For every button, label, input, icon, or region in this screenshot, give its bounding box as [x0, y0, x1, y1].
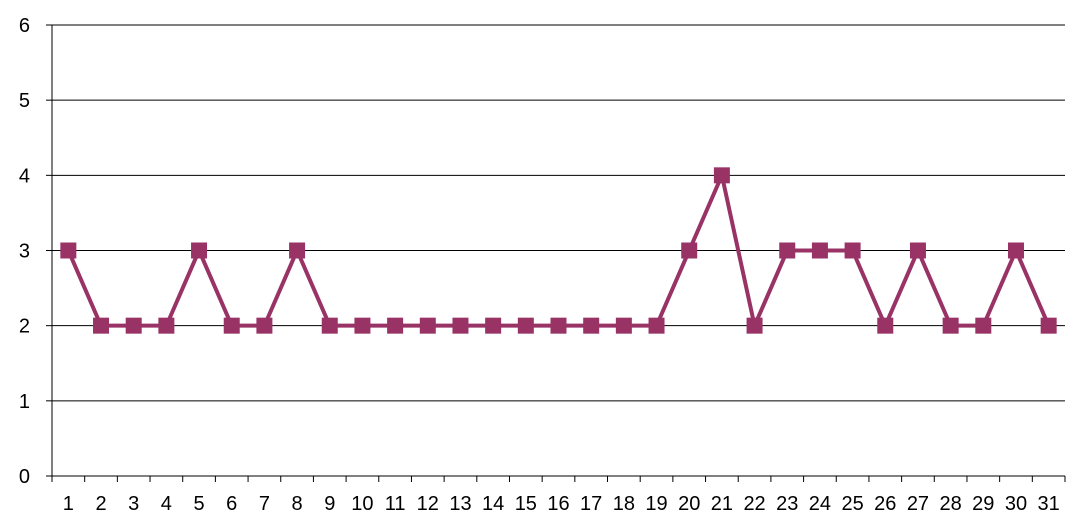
data-point-7 — [256, 317, 273, 334]
data-point-15 — [517, 317, 534, 334]
x-tick-label-22: 22 — [743, 493, 765, 515]
x-tick-labels: 1 2 3 4 5 6 7 8 9 10 11 12 13 14 15 16 17 18 19 20 21 22 23 24 2… — [63, 493, 1060, 515]
data-point-4 — [158, 317, 175, 334]
data-point-31 — [1040, 317, 1057, 334]
x-tick-label-27: 27 — [907, 493, 929, 515]
data-point-3 — [125, 317, 142, 334]
data-point-10 — [354, 317, 371, 334]
x-tick-label-12: 12 — [417, 493, 439, 515]
x-tick-label-24: 24 — [809, 493, 831, 515]
data-point-18 — [615, 317, 632, 334]
data-point-13 — [452, 317, 469, 334]
data-point-26 — [877, 317, 894, 334]
data-point-9 — [321, 317, 338, 334]
x-tick-label-8: 8 — [292, 493, 303, 515]
y-tick-labels: 0 1 2 3 4 5 6 — [19, 15, 30, 488]
gridlines — [52, 24, 1065, 402]
data-point-12 — [419, 317, 436, 334]
y-tick-label-5: 5 — [19, 90, 30, 112]
x-tick-label-7: 7 — [259, 493, 270, 515]
data-point-20 — [681, 242, 698, 259]
x-tick-label-30: 30 — [1005, 493, 1027, 515]
data-point-23 — [779, 242, 796, 259]
x-tick-label-10: 10 — [351, 493, 373, 515]
data-point-1 — [60, 242, 77, 259]
x-tick-label-16: 16 — [547, 493, 569, 515]
data-point-14 — [485, 317, 502, 334]
data-point-5 — [191, 242, 208, 259]
y-tick-label-2: 2 — [19, 316, 30, 338]
axes — [46, 24, 1066, 482]
data-point-25 — [844, 242, 861, 259]
data-point-28 — [942, 317, 959, 334]
x-tick-label-17: 17 — [580, 493, 602, 515]
x-tick-label-11: 11 — [385, 493, 406, 515]
x-tick-label-1: 1 — [63, 493, 74, 515]
x-tick-label-31: 31 — [1038, 493, 1060, 515]
x-tick-label-29: 29 — [972, 493, 994, 515]
series-markers — [60, 167, 1057, 334]
x-tick-label-20: 20 — [678, 493, 700, 515]
x-tick-label-3: 3 — [128, 493, 139, 515]
y-tick-label-3: 3 — [19, 241, 30, 263]
y-tick-label-6: 6 — [19, 15, 30, 37]
x-tick-label-21: 21 — [711, 493, 733, 515]
data-point-8 — [289, 242, 306, 259]
data-point-27 — [909, 242, 926, 259]
data-point-17 — [583, 317, 600, 334]
data-point-19 — [648, 317, 665, 334]
data-point-21 — [713, 167, 730, 184]
data-point-22 — [746, 317, 763, 334]
x-tick-label-4: 4 — [161, 493, 172, 515]
data-point-6 — [223, 317, 240, 334]
x-tick-label-23: 23 — [776, 493, 798, 515]
x-tick-label-5: 5 — [193, 493, 204, 515]
y-tick-label-4: 4 — [19, 165, 30, 187]
x-tick-label-18: 18 — [613, 493, 635, 515]
y-tick-label-1: 1 — [19, 391, 30, 413]
data-point-29 — [975, 317, 992, 334]
x-tick-label-15: 15 — [515, 493, 537, 515]
data-point-16 — [550, 317, 567, 334]
data-point-30 — [1007, 242, 1024, 259]
data-point-11 — [387, 317, 404, 334]
data-point-24 — [811, 242, 828, 259]
data-point-2 — [93, 317, 110, 334]
x-tick-label-6: 6 — [226, 493, 237, 515]
x-tick-label-2: 2 — [95, 493, 106, 515]
x-tick-label-28: 28 — [940, 493, 962, 515]
y-tick-label-0: 0 — [19, 466, 30, 488]
x-tick-label-19: 19 — [645, 493, 667, 515]
x-tick-label-14: 14 — [482, 493, 504, 515]
x-tick-label-13: 13 — [449, 493, 471, 515]
x-tick-label-25: 25 — [841, 493, 863, 515]
x-tick-label-9: 9 — [324, 493, 335, 515]
x-tick-label-26: 26 — [874, 493, 896, 515]
